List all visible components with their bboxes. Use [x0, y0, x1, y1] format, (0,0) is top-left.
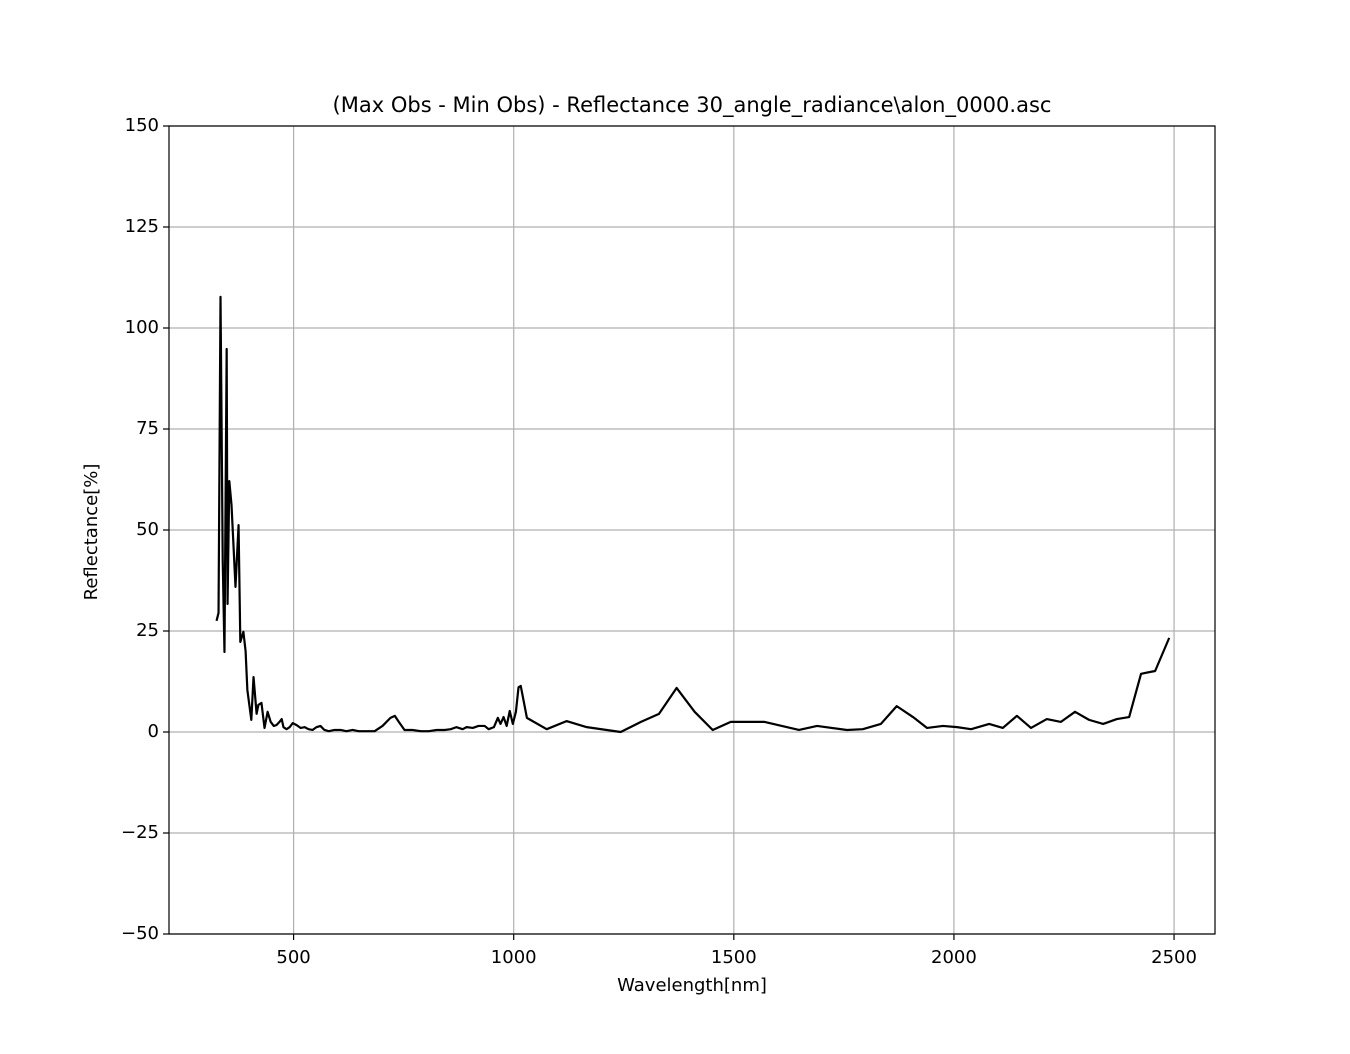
chart-title: (Max Obs - Min Obs) - Reflectance 30_ang…	[333, 93, 1052, 118]
plot-frame	[168, 125, 1216, 935]
y-tick-label: 75	[136, 418, 159, 439]
y-tick-label: 150	[125, 115, 159, 136]
y-axis-label: Reflectance[%]	[81, 464, 102, 601]
x-tick-label: 1500	[711, 947, 757, 968]
y-tick-label: 100	[125, 317, 159, 338]
x-tick-label: 1000	[491, 947, 537, 968]
y-tick-label: −25	[121, 822, 159, 843]
x-tick-label: 2000	[931, 947, 977, 968]
y-tick-label: 25	[136, 620, 159, 641]
y-tick-label: 0	[148, 721, 159, 742]
y-tick-label: −50	[121, 923, 159, 944]
y-tick-label: 125	[125, 216, 159, 237]
x-tick-label: 500	[276, 947, 310, 968]
y-tick-label: 50	[136, 519, 159, 540]
x-axis-label: Wavelength[nm]	[617, 975, 767, 996]
x-tick-label: 2500	[1151, 947, 1197, 968]
data-line	[215, 295, 1171, 734]
